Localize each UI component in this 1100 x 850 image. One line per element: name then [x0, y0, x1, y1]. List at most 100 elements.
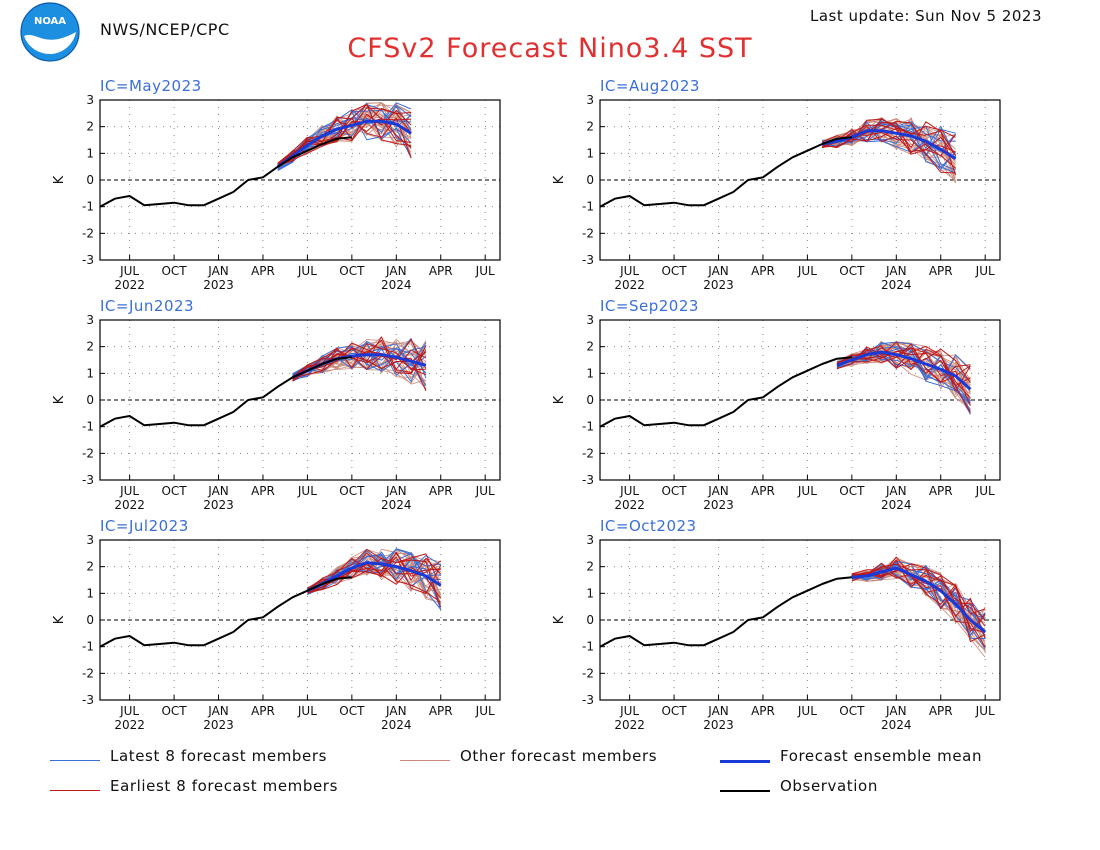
y-tick-label: -1 [582, 200, 594, 214]
x-tick-label: JUL [619, 704, 639, 718]
x-tick-label: APR [929, 704, 953, 718]
x-tick-year-label: 2023 [703, 278, 734, 292]
x-tick-label: JUL [975, 704, 995, 718]
observation-line [99, 356, 352, 428]
y-tick-label: 0 [86, 613, 94, 627]
x-tick-label: OCT [161, 484, 187, 498]
panel-label: IC=Oct2023 [600, 517, 697, 535]
member-line-earliest [851, 567, 986, 639]
member-line-latest [292, 343, 427, 375]
x-tick-year-label: 2022 [614, 498, 645, 512]
y-tick-label: 2 [86, 340, 94, 354]
x-tick-label: OCT [161, 264, 187, 278]
observation-line [599, 576, 852, 648]
x-tick-label: OCT [339, 484, 365, 498]
member-line-earliest [851, 562, 986, 627]
y-tick-label: -3 [582, 693, 594, 707]
y-tick-label: 1 [586, 586, 594, 600]
y-tick-label: -3 [82, 473, 94, 487]
member-line-other [292, 339, 427, 377]
y-tick-label: 0 [86, 173, 94, 187]
legend-swatch-other [400, 760, 450, 761]
y-tick-label: 3 [86, 533, 94, 547]
plot-frame [599, 539, 1001, 701]
x-tick-year-label: 2024 [381, 718, 412, 732]
legend-swatch-observation [720, 790, 770, 792]
y-axis-label: K [52, 395, 67, 404]
y-tick-label: -3 [582, 473, 594, 487]
x-tick-label: APR [751, 484, 775, 498]
y-tick-label: 0 [586, 393, 594, 407]
y-tick-label: -2 [82, 446, 94, 460]
x-tick-year-label: 2023 [703, 498, 734, 512]
x-tick-label: JAN [385, 484, 407, 498]
y-tick-label: 2 [586, 340, 594, 354]
x-tick-year-label: 2024 [881, 498, 912, 512]
observation-line [599, 356, 852, 428]
x-tick-label: JAN [885, 704, 907, 718]
member-line-other [307, 551, 442, 594]
x-tick-year-label: 2024 [881, 718, 912, 732]
y-tick-label: -2 [582, 446, 594, 460]
observation-line [99, 136, 352, 208]
x-tick-label: JUL [797, 704, 817, 718]
x-tick-year-label: 2024 [381, 498, 412, 512]
y-tick-label: -1 [82, 420, 94, 434]
x-tick-label: APR [751, 704, 775, 718]
member-line-earliest [292, 342, 427, 379]
y-tick-label: 1 [586, 146, 594, 160]
y-tick-label: 1 [86, 366, 94, 380]
plot-frame [99, 99, 501, 261]
panel-label: IC=Jul2023 [100, 517, 189, 535]
x-tick-label: APR [251, 704, 275, 718]
y-tick-label: -1 [582, 420, 594, 434]
x-tick-label: JAN [885, 484, 907, 498]
x-tick-year-label: 2022 [614, 718, 645, 732]
member-line-other [292, 341, 427, 382]
x-tick-label: OCT [839, 484, 865, 498]
x-tick-label: JAN [207, 704, 229, 718]
legend-label-mean: Forecast ensemble mean [780, 747, 983, 765]
y-tick-label: 3 [586, 93, 594, 107]
x-tick-label: JAN [707, 704, 729, 718]
legend-label-observation: Observation [780, 777, 878, 795]
x-tick-label: JUL [297, 264, 317, 278]
legend-swatch-latest [50, 760, 100, 761]
x-tick-year-label: 2023 [203, 498, 234, 512]
x-tick-label: JAN [707, 484, 729, 498]
member-line-earliest [307, 553, 442, 591]
legend-swatch-mean [720, 760, 770, 763]
y-tick-label: -1 [82, 640, 94, 654]
member-line-other [836, 350, 971, 410]
plot-frame [99, 319, 501, 481]
x-tick-year-label: 2022 [614, 278, 645, 292]
y-tick-label: 2 [586, 560, 594, 574]
x-tick-label: JUL [119, 484, 139, 498]
legend-label-latest: Latest 8 forecast members [110, 747, 328, 765]
x-tick-label: JUL [475, 484, 495, 498]
y-tick-label: 0 [586, 613, 594, 627]
x-tick-label: OCT [661, 704, 687, 718]
x-tick-label: OCT [839, 704, 865, 718]
member-line-latest [307, 548, 441, 593]
y-axis-label: K [552, 615, 567, 624]
member-line-earliest [307, 551, 442, 591]
y-tick-label: -3 [582, 253, 594, 267]
y-tick-label: 2 [86, 120, 94, 134]
x-tick-year-label: 2022 [114, 498, 145, 512]
y-tick-label: 2 [86, 560, 94, 574]
y-tick-label: -1 [82, 200, 94, 214]
noaa-logo: NOAA [20, 2, 80, 62]
y-tick-label: -2 [582, 226, 594, 240]
x-tick-year-label: 2024 [881, 278, 912, 292]
member-line-latest [277, 111, 412, 169]
x-tick-label: OCT [339, 704, 365, 718]
x-tick-label: OCT [161, 704, 187, 718]
x-tick-label: JUL [475, 704, 495, 718]
plot-frame [99, 539, 501, 701]
y-tick-label: 1 [86, 146, 94, 160]
ensemble-mean-line [821, 129, 957, 160]
member-line-other [851, 563, 986, 650]
